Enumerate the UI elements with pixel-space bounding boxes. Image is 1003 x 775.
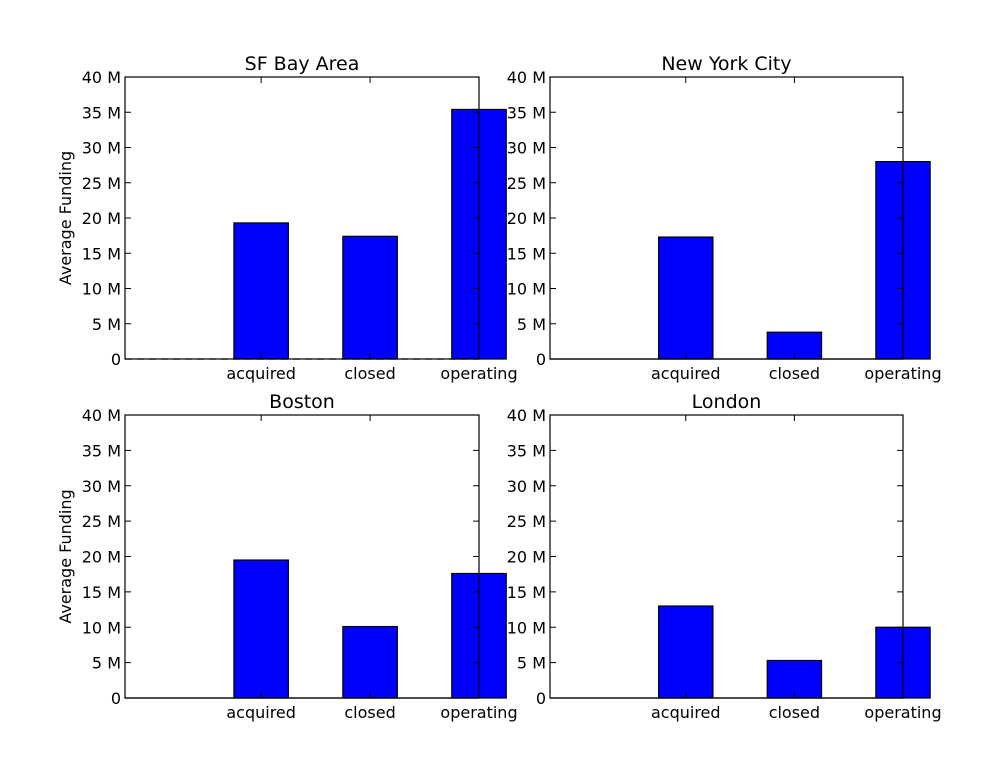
y-tick-label: 10 M	[82, 280, 121, 299]
y-axis-label: Average Funding	[56, 489, 75, 623]
x-tick-label: closed	[769, 703, 820, 722]
y-tick-label: 30 M	[82, 477, 121, 496]
x-tick-label: acquired	[226, 364, 296, 383]
y-tick-label: 15 M	[507, 244, 546, 263]
y-tick-label: 25 M	[82, 174, 121, 193]
bar-acquired	[658, 605, 714, 699]
y-tick-label: 5 M	[517, 315, 546, 334]
y-axis-label: Average Funding	[56, 151, 75, 285]
bar-closed	[766, 659, 823, 699]
y-tick-label: 40 M	[82, 406, 121, 425]
x-tick-label: closed	[344, 703, 395, 722]
y-tick-label: 15 M	[82, 244, 121, 263]
y-tick-label: 5 M	[517, 654, 546, 673]
y-tick-label: 25 M	[507, 512, 546, 531]
x-tick-label: operating	[440, 703, 517, 722]
chart-title: SF Bay Area	[245, 53, 360, 75]
y-tick-label: 35 M	[507, 441, 546, 460]
x-tick-label: operating	[440, 364, 517, 383]
subplot-3: 0 5 M 10 M 15 M 20 M 25 M 30 M 35 M 40 M acquired…	[56, 391, 518, 722]
y-tick-label: 30 M	[82, 139, 121, 158]
y-tick-label: 35 M	[82, 441, 121, 460]
y-tick-label: 20 M	[507, 548, 546, 567]
bar-acquired	[233, 559, 289, 699]
x-tick-label: acquired	[651, 703, 721, 722]
bar-acquired	[233, 222, 289, 360]
chart-title: Boston	[269, 391, 335, 413]
bar-closed	[342, 625, 398, 699]
x-tick-label: operating	[864, 364, 941, 383]
y-tick-label: 10 M	[82, 618, 121, 637]
subplot-1: 0 5 M 10 M 15 M 20 M 25 M 30 M 35 M 40 M acquired…	[56, 53, 518, 383]
y-tick-label: 25 M	[507, 174, 546, 193]
axes-frame	[549, 414, 904, 699]
chart-title: London	[692, 391, 762, 413]
y-tick-label: 20 M	[507, 209, 546, 228]
y-tick-label: 30 M	[507, 477, 546, 496]
y-tick-label: 35 M	[507, 103, 546, 122]
y-tick-label: 10 M	[507, 280, 546, 299]
x-tick-label: acquired	[651, 364, 721, 383]
x-tick-label: closed	[769, 364, 820, 383]
y-tick-label: 5 M	[92, 654, 121, 673]
y-tick-label: 5 M	[92, 315, 121, 334]
y-tick-label: 40 M	[82, 68, 121, 87]
x-tick-label: closed	[344, 364, 395, 383]
axes-frame	[124, 76, 480, 360]
axes-frame	[124, 414, 480, 699]
y-tick-label: 40 M	[507, 406, 546, 425]
y-tick-label: 10 M	[507, 618, 546, 637]
y-tick-label: 0	[536, 689, 546, 708]
y-tick-label: 0	[111, 350, 121, 369]
bar-closed	[342, 235, 398, 360]
bar-acquired	[658, 236, 714, 360]
y-tick-label: 15 M	[82, 583, 121, 602]
y-tick-label: 35 M	[82, 103, 121, 122]
y-tick-label: 0	[536, 350, 546, 369]
subplot-2: 0 5 M 10 M 15 M 20 M 25 M 30 M 35 M 40 M acquired…	[507, 53, 942, 383]
y-tick-label: 20 M	[82, 209, 121, 228]
y-tick-label: 30 M	[507, 139, 546, 158]
y-tick-label: 25 M	[82, 512, 121, 531]
x-tick-label: acquired	[226, 703, 296, 722]
subplot-4: 0 5 M 10 M 15 M 20 M 25 M 30 M 35 M 40 M acquired…	[507, 391, 942, 722]
axes-frame	[549, 76, 904, 360]
x-tick-label: operating	[864, 703, 941, 722]
chart-title: New York City	[661, 53, 791, 75]
y-tick-label: 20 M	[82, 548, 121, 567]
y-tick-label: 15 M	[507, 583, 546, 602]
y-tick-label: 0	[111, 689, 121, 708]
y-tick-label: 40 M	[507, 68, 546, 87]
